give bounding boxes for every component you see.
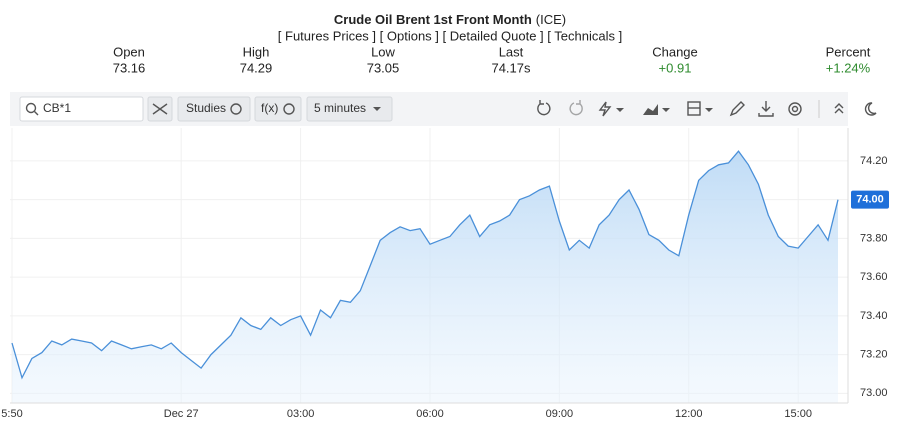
collapse-icon[interactable] xyxy=(834,103,844,114)
y-tick-label: 73.60 xyxy=(860,271,888,283)
symbol[interactable]: CB*1 xyxy=(43,101,71,115)
interval-button[interactable] xyxy=(306,96,393,122)
toolbar-icons[interactable] xyxy=(537,100,877,118)
stat-label: Percent xyxy=(826,44,871,59)
y-tick-label: 73.40 xyxy=(860,310,888,322)
pencil-icon[interactable] xyxy=(729,101,745,117)
title: Crude Oil Brent 1st Front Month (ICE) xyxy=(334,12,566,27)
symbol-input[interactable] xyxy=(19,96,144,122)
theme-icon[interactable] xyxy=(864,102,877,116)
dropdown-icon xyxy=(373,107,381,111)
chart-type-icon[interactable] xyxy=(643,104,658,115)
settings-icon[interactable] xyxy=(788,102,802,116)
undo-icon[interactable] xyxy=(537,100,551,116)
fx-button[interactable] xyxy=(254,96,302,122)
last-price-label: 74.00 xyxy=(856,194,884,206)
stat-label: Low xyxy=(371,44,395,59)
stat-label: Open xyxy=(113,44,145,59)
y-tick-label: 74.20 xyxy=(860,155,888,167)
stat-value: +1.24% xyxy=(826,60,871,75)
draw-icon[interactable] xyxy=(598,101,612,117)
fx[interactable]: f(x) xyxy=(261,101,278,115)
plot: 5:50 Dec 27 03:00 06:00 09:00 12:00 15:00 73.00… xyxy=(1,128,889,420)
dropdown-icon xyxy=(662,108,670,112)
stat-label: Change xyxy=(652,44,698,59)
search-icon xyxy=(25,102,37,114)
dropdown-icon xyxy=(616,108,624,112)
x-tick-label: 03:00 xyxy=(287,408,315,420)
x-tick-label: 15:00 xyxy=(784,408,812,420)
search-icon xyxy=(34,111,39,116)
last-price-marker xyxy=(851,190,889,209)
stat-value: +0.91 xyxy=(659,60,692,75)
stat-label: Last xyxy=(499,44,524,59)
stat-value: 73.16 xyxy=(113,60,146,75)
redo-icon[interactable] xyxy=(569,100,583,116)
title-text: Crude Oil Brent 1st Front Month xyxy=(334,12,532,27)
stat-value: 74.17s xyxy=(491,60,531,75)
exchange: (ICE) xyxy=(536,12,566,27)
studies[interactable]: Studies xyxy=(186,101,226,115)
stat-label: High xyxy=(243,44,270,59)
dropdown-icon xyxy=(705,108,713,112)
interval[interactable]: 5 minutes xyxy=(314,101,366,115)
x-tick-label: 5:50 xyxy=(1,408,22,420)
plus-icon xyxy=(230,103,242,115)
y-tick-label: 73.00 xyxy=(860,387,888,399)
stat-value: 74.29 xyxy=(240,60,273,75)
stat-value: 73.05 xyxy=(367,60,400,75)
x-tick-label: 09:00 xyxy=(546,408,574,420)
plus-icon xyxy=(283,103,295,115)
x-tick-label: 12:00 xyxy=(675,408,703,420)
quote-links[interactable]: [ Futures Prices ] [ Options ] [ Detaile… xyxy=(278,28,622,43)
compare-icon xyxy=(152,103,168,115)
x-tick-label: Dec 27 xyxy=(164,408,199,420)
y-tick-label: 73.20 xyxy=(860,348,888,360)
download-icon[interactable] xyxy=(758,101,774,117)
line xyxy=(11,150,839,380)
area xyxy=(12,151,838,403)
x-tick-label: 06:00 xyxy=(416,408,444,420)
settings-icon xyxy=(791,105,799,113)
y-tick-label: 73.80 xyxy=(860,232,888,244)
studies-button[interactable] xyxy=(177,96,251,122)
